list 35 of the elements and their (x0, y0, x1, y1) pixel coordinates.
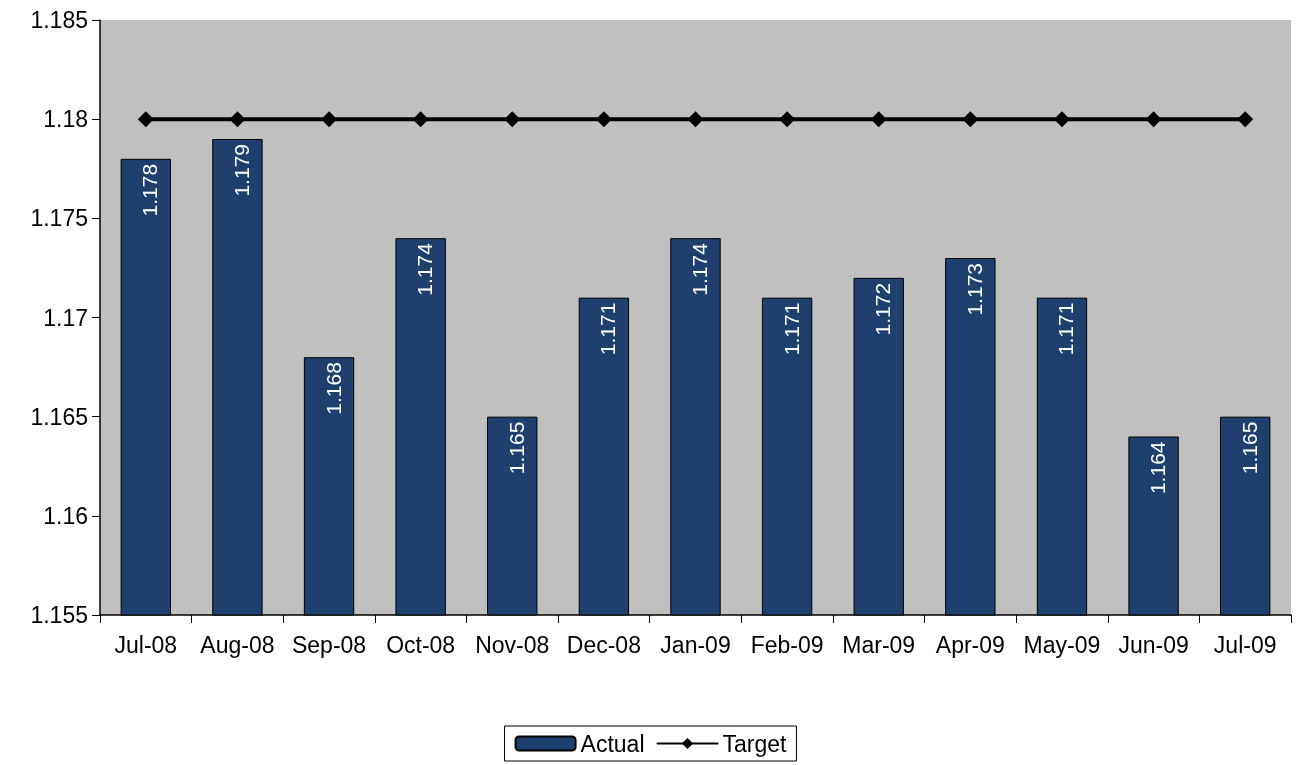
x-tick-label: Nov-08 (475, 631, 550, 658)
x-tick-label: Jul-09 (1213, 631, 1277, 658)
x-tick-label: Dec-08 (566, 631, 641, 658)
data-label: 1.171 (596, 302, 620, 356)
data-label: 1.165 (1237, 421, 1261, 475)
y-tick-label: 1.175 (30, 205, 88, 232)
x-tick-label: May-09 (1023, 631, 1101, 658)
y-tick-label: 1.155 (30, 602, 88, 628)
data-label: 1.178 (138, 163, 162, 217)
y-tick-label: 1.16 (43, 502, 88, 529)
legend-label: Target (722, 730, 788, 757)
data-label: 1.174 (413, 242, 437, 296)
x-tick-label: Apr-09 (935, 631, 1005, 658)
y-tick-label: 1.18 (43, 106, 88, 133)
x-tick-label: Feb-09 (750, 631, 824, 658)
x-tick-label: Jan-09 (660, 631, 731, 658)
x-tick-label: Mar-09 (842, 631, 916, 658)
data-label: 1.179 (229, 144, 253, 197)
y-tick-label: 1.165 (30, 403, 88, 430)
y-tick-label: 1.17 (43, 304, 88, 331)
data-label: 1.168 (321, 362, 345, 415)
x-tick-label: Jul-08 (114, 631, 178, 658)
data-label: 1.171 (1054, 302, 1078, 356)
data-label: 1.173 (962, 263, 986, 316)
x-tick-label: Sep-08 (291, 631, 367, 658)
x-tick-label: Aug-08 (200, 631, 275, 658)
x-tick-label: Jun-09 (1118, 631, 1189, 658)
data-label: 1.164 (1146, 441, 1170, 495)
data-label: 1.172 (871, 282, 895, 336)
data-label: 1.171 (779, 302, 803, 356)
y-tick-label: 1.185 (30, 7, 88, 33)
legend-label: Actual (580, 730, 645, 757)
x-tick-label: Oct-08 (386, 631, 456, 658)
data-label: 1.165 (504, 421, 528, 475)
data-label: 1.174 (688, 242, 711, 296)
